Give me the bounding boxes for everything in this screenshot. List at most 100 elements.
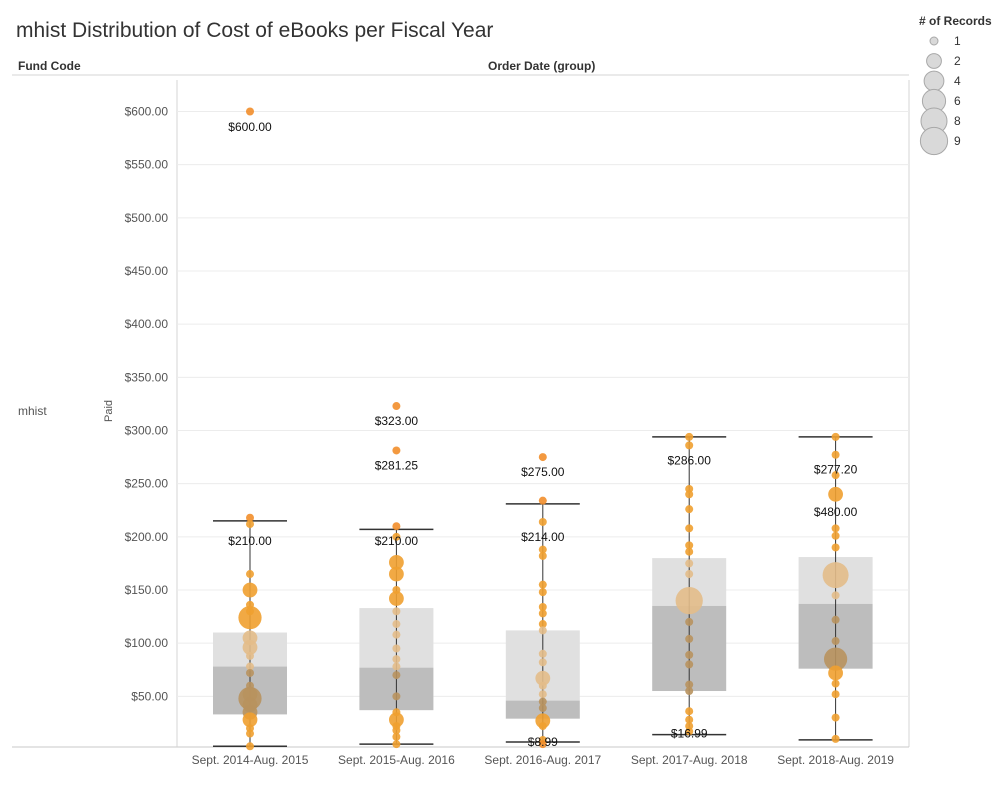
data-point[interactable] xyxy=(538,588,547,597)
data-point[interactable] xyxy=(831,637,840,646)
data-point[interactable] xyxy=(831,679,840,688)
data-point[interactable] xyxy=(246,662,254,671)
data-point[interactable] xyxy=(831,450,840,459)
data-point[interactable] xyxy=(392,726,401,735)
data-point[interactable] xyxy=(822,562,849,589)
data-point[interactable] xyxy=(828,486,843,502)
data-point[interactable] xyxy=(831,524,840,533)
data-point[interactable] xyxy=(538,603,547,612)
data-point[interactable] xyxy=(389,712,404,728)
legend-size-circle[interactable] xyxy=(919,126,949,156)
data-point[interactable] xyxy=(831,471,840,480)
data-point[interactable] xyxy=(538,704,547,713)
legend-size-circle[interactable] xyxy=(923,70,945,92)
data-point[interactable] xyxy=(685,505,694,514)
data-point[interactable] xyxy=(831,615,840,624)
data-point[interactable] xyxy=(392,671,401,680)
data-point[interactable] xyxy=(246,513,254,522)
data-point[interactable] xyxy=(246,651,254,660)
data-point[interactable] xyxy=(831,734,840,743)
data-point[interactable] xyxy=(392,630,401,639)
data-point[interactable] xyxy=(685,541,694,550)
data-point[interactable] xyxy=(538,690,547,699)
data-point[interactable] xyxy=(538,620,547,629)
data-point[interactable] xyxy=(246,520,254,529)
data-point[interactable] xyxy=(538,580,547,589)
legend-size-circle[interactable] xyxy=(926,53,942,69)
data-point[interactable] xyxy=(685,524,694,533)
data-point[interactable] xyxy=(831,591,840,600)
data-point[interactable] xyxy=(246,570,254,579)
data-point[interactable] xyxy=(538,722,547,731)
data-point[interactable] xyxy=(538,649,547,658)
data-point[interactable] xyxy=(831,432,840,441)
data-point[interactable] xyxy=(392,740,401,749)
y-tick-label: $550.00 xyxy=(125,158,169,172)
data-point[interactable] xyxy=(392,644,401,653)
data-point[interactable] xyxy=(242,640,258,655)
data-point[interactable] xyxy=(392,446,401,455)
data-point[interactable] xyxy=(831,543,840,552)
y-tick-label: $450.00 xyxy=(125,264,169,278)
data-point[interactable] xyxy=(535,670,551,686)
data-point[interactable] xyxy=(675,587,703,615)
data-point[interactable] xyxy=(685,547,694,556)
data-point[interactable] xyxy=(246,729,254,738)
data-point[interactable] xyxy=(685,570,694,579)
data-point[interactable] xyxy=(538,681,547,690)
data-point[interactable] xyxy=(831,690,840,699)
data-point[interactable] xyxy=(685,441,694,450)
data-point[interactable] xyxy=(538,740,547,749)
data-point[interactable] xyxy=(538,517,547,526)
data-point[interactable] xyxy=(392,662,401,671)
data-point[interactable] xyxy=(831,531,840,540)
data-point[interactable] xyxy=(392,692,401,701)
data-point[interactable] xyxy=(238,606,262,630)
data-point[interactable] xyxy=(685,680,694,689)
data-point[interactable] xyxy=(389,554,404,570)
data-point[interactable] xyxy=(685,715,694,724)
data-point[interactable] xyxy=(685,490,694,499)
data-point[interactable] xyxy=(389,566,404,582)
data-point[interactable] xyxy=(685,727,694,736)
data-point[interactable] xyxy=(823,647,848,671)
data-point[interactable] xyxy=(538,545,547,554)
legend-size-circle[interactable] xyxy=(929,36,939,46)
data-point[interactable] xyxy=(392,402,401,411)
row-header-fund-code: Fund Code xyxy=(18,59,81,73)
data-point[interactable] xyxy=(246,107,254,116)
data-point[interactable] xyxy=(392,522,401,531)
data-point[interactable] xyxy=(538,496,547,505)
data-point[interactable] xyxy=(685,660,694,669)
data-point[interactable] xyxy=(538,658,547,667)
data-point[interactable] xyxy=(392,532,401,541)
data-point[interactable] xyxy=(685,559,694,568)
data-point[interactable] xyxy=(685,650,694,659)
data-point[interactable] xyxy=(538,453,547,462)
data-point[interactable] xyxy=(685,617,694,626)
data-point[interactable] xyxy=(685,707,694,716)
data-point[interactable] xyxy=(535,713,551,729)
data-point[interactable] xyxy=(685,634,694,643)
data-point[interactable] xyxy=(392,607,401,616)
data-point[interactable] xyxy=(242,582,258,598)
data-point[interactable] xyxy=(538,697,547,706)
data-point[interactable] xyxy=(392,620,401,629)
data-point[interactable] xyxy=(538,609,547,618)
data-point[interactable] xyxy=(831,713,840,722)
data-point[interactable] xyxy=(389,591,404,606)
data-point[interactable] xyxy=(538,626,547,635)
data-point[interactable] xyxy=(538,551,547,560)
data-point[interactable] xyxy=(392,655,401,664)
x-category-label: Sept. 2015-Aug. 2016 xyxy=(338,753,455,767)
size-legend[interactable]: # of Records xyxy=(916,14,1000,154)
data-point[interactable] xyxy=(685,687,694,696)
y-tick-label: $300.00 xyxy=(125,424,169,438)
data-point[interactable] xyxy=(828,665,843,681)
data-point[interactable] xyxy=(246,742,254,751)
data-point[interactable] xyxy=(242,712,258,728)
data-point[interactable] xyxy=(392,732,401,741)
data-point[interactable] xyxy=(246,668,254,677)
data-point[interactable] xyxy=(685,432,694,441)
